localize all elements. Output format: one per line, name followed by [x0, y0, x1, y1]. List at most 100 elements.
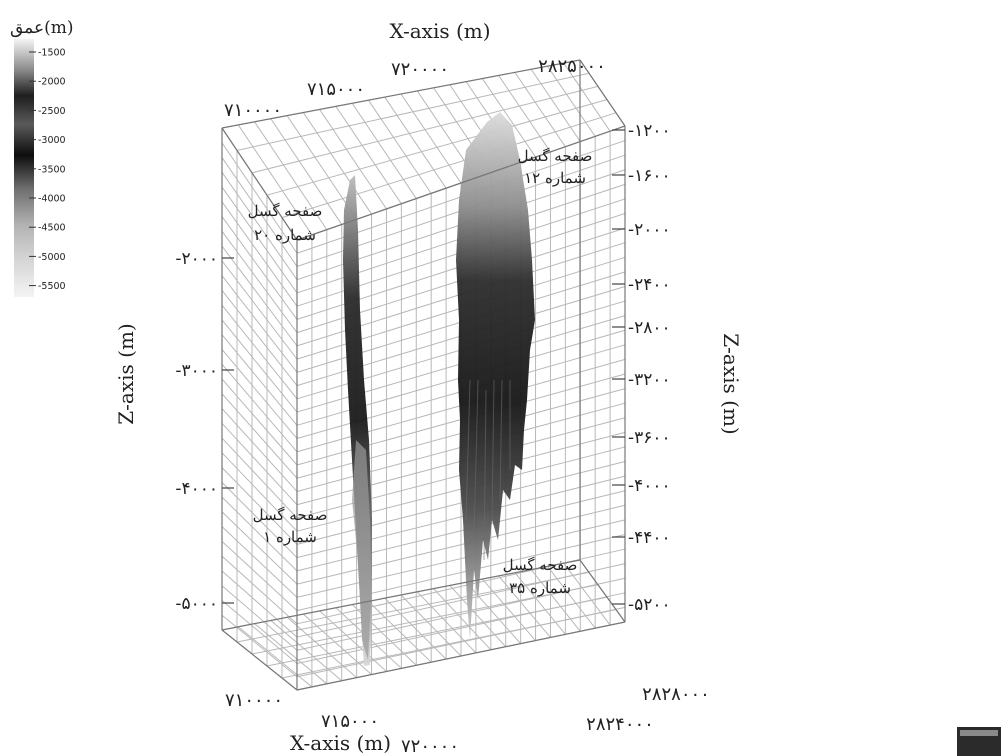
grid-line — [221, 245, 298, 347]
grid-line — [530, 569, 581, 632]
grid-line — [221, 422, 298, 506]
box-edge — [221, 629, 298, 691]
z-axis-right-title: Z-axis (m) — [719, 333, 743, 434]
right-z-ticks: -۱۲۰۰ -۱۶۰۰ -۲۰۰۰ -۲۴۰۰ -۲۸۰۰ -۳۲۰۰ -۳۶۰۰ -۴۰۰۰… — [612, 121, 671, 615]
grid-line — [221, 467, 298, 545]
fault-12-streaks — [465, 379, 511, 561]
grid-line — [221, 614, 298, 678]
grid-line — [498, 575, 551, 638]
grid-line — [303, 613, 372, 675]
grid-line — [433, 588, 492, 651]
box-edge — [221, 59, 581, 129]
x-tick-label: ۷۱۰۰۰۰ — [225, 690, 283, 711]
grid-line — [498, 75, 551, 153]
grid-line — [251, 85, 599, 174]
depth-legend: عمق(m) -1500 -2000 -2500 -3000 -3500 -4000 -45… — [10, 18, 74, 297]
grid-line — [221, 526, 298, 598]
grid-line — [563, 62, 611, 132]
fault-12-surface — [456, 112, 535, 640]
fault-35-label: صفحه گسل شماره ۳۵ — [503, 556, 578, 597]
grid-line — [221, 378, 298, 466]
fault-1-label: صفحه گسل شماره ۱ — [253, 506, 328, 546]
grid-line — [221, 555, 298, 625]
grid-line — [270, 620, 343, 682]
grid-line — [221, 231, 298, 333]
grid-line — [221, 570, 298, 638]
z-tick-label: -۴۰۰۰ — [175, 479, 218, 499]
grid-line — [319, 610, 387, 672]
grid-line — [221, 437, 298, 519]
legend-title: عمق(m) — [10, 18, 74, 38]
grid-line — [221, 290, 298, 386]
grid-line — [465, 581, 522, 644]
grid-line — [416, 591, 477, 654]
grid-line — [296, 490, 626, 572]
grid-line — [481, 78, 536, 158]
grid-line — [221, 393, 298, 479]
grid-line — [449, 585, 507, 648]
grid-line — [281, 112, 617, 219]
y-tick-label: ۲۸۲۵۰۰۰ — [538, 56, 606, 77]
legend-colorbar — [14, 39, 34, 297]
grid-line — [236, 571, 590, 643]
grid-line — [221, 157, 298, 267]
grid-line — [221, 349, 298, 439]
grid-line — [221, 496, 298, 572]
z-tick-label: -۳۶۰۰ — [628, 428, 671, 448]
y-tick-label: ۲۸۲۸۰۰۰ — [642, 684, 710, 705]
grid-line — [221, 319, 298, 413]
box-edge — [296, 621, 626, 691]
grid-line — [368, 601, 432, 663]
legend-tick-label: -1500 — [38, 48, 66, 59]
grid-line — [221, 304, 298, 400]
box-edge — [221, 559, 581, 631]
x-tick-label: ۷۱۵۰۰۰ — [321, 711, 379, 732]
grid-line — [221, 260, 298, 360]
fault-label-line1: صفحه گسل — [248, 202, 323, 220]
grid-line — [221, 541, 298, 611]
fault-12-label: صفحه گسل شماره ۱۲ — [518, 147, 593, 187]
z-tick-label: -۲۰۰۰ — [628, 220, 671, 240]
corner-thumbnail — [957, 727, 1001, 756]
z-tick-label: -۴۰۰۰ — [628, 476, 671, 496]
grid-line — [221, 408, 298, 492]
box-edge — [579, 59, 626, 127]
fault-label-line2: شماره ۳۵ — [509, 579, 571, 597]
fault-label-line2: شماره ۲۰ — [254, 226, 316, 244]
grid-line — [296, 475, 626, 559]
grid-line — [221, 275, 298, 373]
z-tick-label: -۱۶۰۰ — [628, 166, 671, 186]
grid-line — [221, 186, 298, 294]
grid-line — [266, 99, 608, 196]
grid-line — [296, 519, 626, 598]
legend-tick-label: -2000 — [38, 77, 66, 88]
z-tick-label: -۱۲۰۰ — [628, 121, 671, 141]
fault-label-line1: صفحه گسل — [518, 147, 593, 165]
legend-tick-label: -3000 — [38, 135, 66, 146]
grid-line — [237, 124, 313, 236]
grid-line — [286, 115, 358, 220]
grid-line — [221, 142, 298, 254]
grid-line — [514, 572, 566, 635]
fault-surfaces — [343, 112, 535, 666]
grid-line — [221, 452, 298, 532]
grid-line — [302, 112, 372, 215]
grid-line — [481, 578, 536, 641]
x-tick-label: ۷۲۰۰۰۰ — [401, 736, 459, 756]
fault-label-line2: شماره ۱۲ — [524, 169, 586, 187]
x-tick-label: ۷۲۰۰۰۰ — [391, 59, 449, 80]
grid-line — [221, 334, 298, 426]
grid-line — [286, 616, 357, 679]
grid-line — [221, 201, 298, 307]
z-tick-label: -۳۰۰۰ — [175, 361, 218, 381]
legend-tick-label: -5500 — [38, 281, 66, 292]
grid-line — [281, 609, 617, 679]
grid-line — [514, 72, 566, 148]
z-tick-label: -۵۲۰۰ — [628, 595, 671, 615]
grid-line — [400, 594, 462, 657]
grid-line — [221, 482, 298, 558]
grid-line — [266, 596, 608, 667]
grid-line — [237, 626, 313, 688]
fault-label-line1: صفحه گسل — [503, 556, 578, 574]
